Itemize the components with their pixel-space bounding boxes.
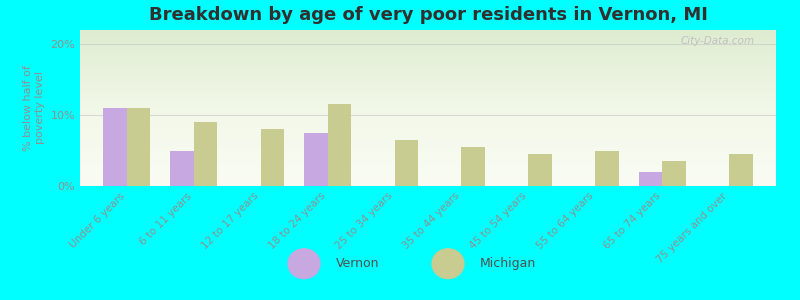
Bar	[170, 151, 194, 186]
Bar	[304, 133, 328, 186]
Bar	[729, 154, 753, 186]
Y-axis label: % below half of
poverty level: % below half of poverty level	[23, 65, 45, 151]
Bar	[462, 147, 485, 186]
Bar	[328, 104, 351, 186]
Bar	[127, 108, 150, 186]
Bar	[662, 161, 686, 186]
Bar	[261, 129, 284, 186]
Bar	[103, 108, 127, 186]
Bar	[639, 172, 662, 186]
Text: City-Data.com: City-Data.com	[681, 36, 755, 46]
Text: Michigan: Michigan	[480, 257, 536, 270]
Bar	[194, 122, 217, 186]
Bar	[595, 151, 618, 186]
Title: Breakdown by age of very poor residents in Vernon, MI: Breakdown by age of very poor residents …	[149, 6, 707, 24]
Text: Vernon: Vernon	[336, 257, 379, 270]
Ellipse shape	[432, 249, 464, 278]
Ellipse shape	[288, 249, 320, 278]
Bar	[528, 154, 552, 186]
Bar	[394, 140, 418, 186]
